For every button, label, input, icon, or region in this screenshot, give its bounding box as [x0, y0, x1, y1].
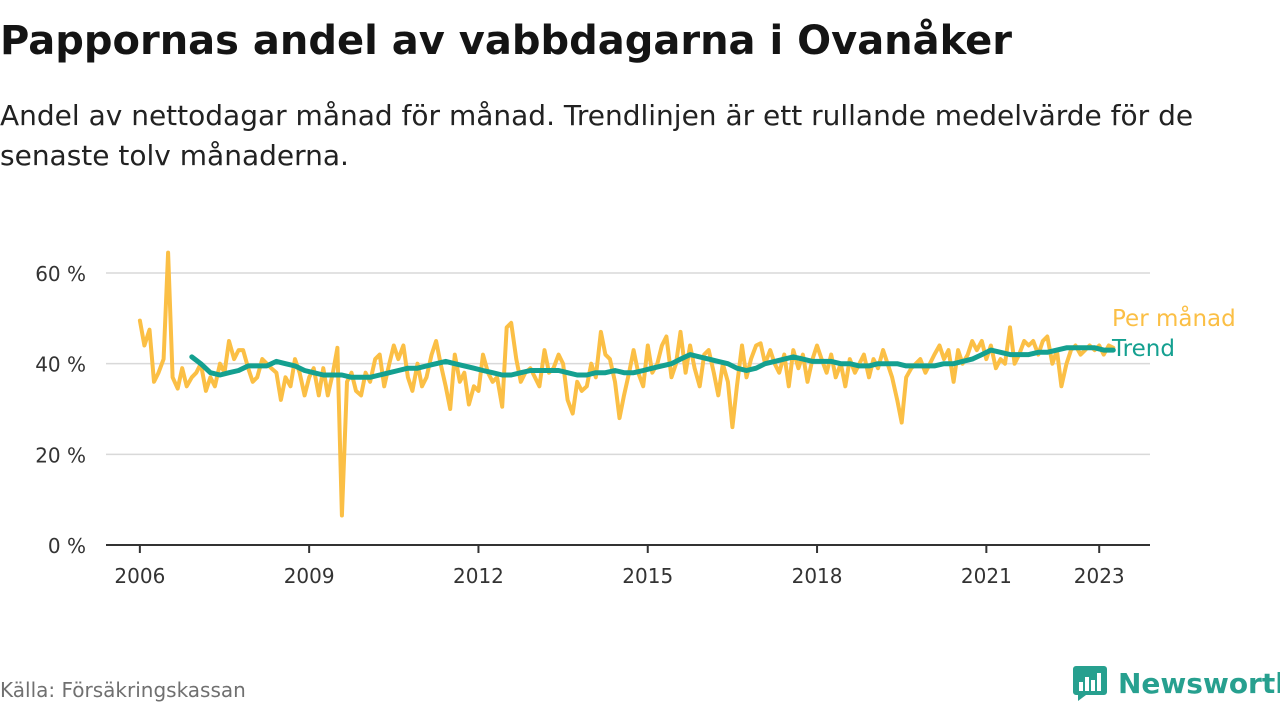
x-tick-label: 2021: [961, 564, 1012, 588]
x-tick-label: 2009: [284, 564, 335, 588]
x-tick-label: 2012: [453, 564, 504, 588]
page-subtitle: Andel av nettodagar månad för månad. Tre…: [0, 99, 1194, 172]
series-end-labels: Per månad Trend: [1111, 304, 1236, 362]
x-tick-label: 2023: [1074, 564, 1125, 588]
series-label: Trend: [1111, 336, 1175, 362]
series-label: Per månad: [1112, 304, 1236, 332]
brand-logo: Newsworthy: [1072, 664, 1280, 702]
brand-name: Newsworthy: [1118, 666, 1280, 700]
y-tick-label: 40 %: [35, 353, 86, 377]
y-axis-ticks: 0 % 20 % 40 % 60 %: [35, 262, 86, 558]
y-tick-label: 20 %: [35, 443, 86, 467]
bar-chart-speech-bubble-icon: [1073, 666, 1107, 701]
source-note: Källa: Försäkringskassan: [0, 678, 246, 702]
page-title: Pappornas andel av vabbdagarna i Ovanåke…: [0, 18, 1013, 64]
series-line-per-manad: [137, 250, 1116, 518]
y-tick-label: 0 %: [48, 534, 86, 558]
x-axis: 2006 2009 2012 2015 2018 2021 2023: [106, 544, 1150, 588]
y-tick-label: 60 %: [35, 262, 86, 286]
x-tick-label: 2018: [792, 564, 843, 588]
series-lines: [137, 250, 1116, 518]
x-tick-label: 2006: [114, 564, 165, 588]
x-tick-label: 2015: [622, 564, 673, 588]
series-line-trend: [189, 345, 1116, 380]
